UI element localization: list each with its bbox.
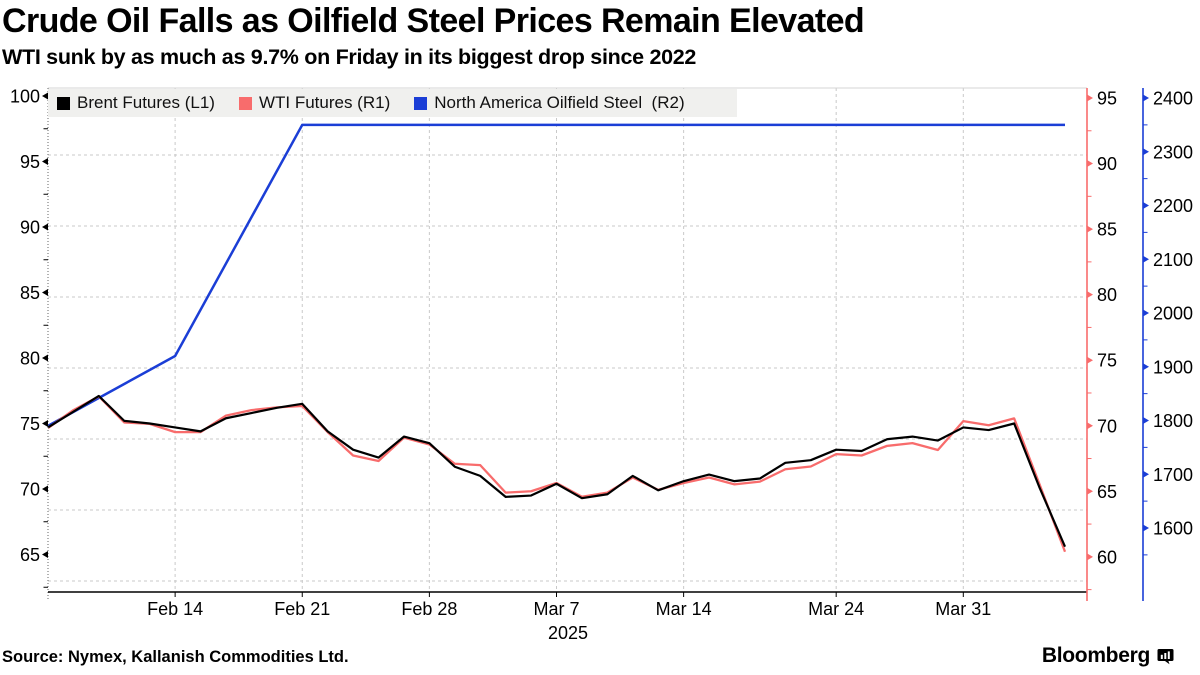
axis-tick-arrow xyxy=(42,289,48,296)
axis-tick-arrow xyxy=(1087,225,1093,233)
axis-tick-arrow xyxy=(1087,356,1093,364)
axis-tick-label: 80 xyxy=(1097,285,1117,305)
axis-tick-arrow xyxy=(1087,553,1093,561)
axis-tick-arrow xyxy=(42,551,48,558)
right-axis-2: 2400 2300 2200 2100 2000 1900 1800 1700 1600 xyxy=(1143,89,1193,556)
axis-tick-label: 65 xyxy=(1097,482,1117,502)
x-tick-label: Mar 7 xyxy=(533,599,579,619)
axis-tick-arrow xyxy=(1143,309,1149,317)
x-tick-label: Mar 31 xyxy=(935,599,991,619)
axis-tick-arrow xyxy=(42,485,48,493)
axis-tick-label: 60 xyxy=(1097,547,1117,567)
axis-tick-label: 90 xyxy=(1097,154,1117,174)
axis-tick-arrow xyxy=(1087,422,1093,430)
legend-label: North America Oilfield Steel (R2) xyxy=(434,93,685,112)
axis-tick-arrow xyxy=(1143,255,1149,263)
x-axis: Feb 14 Feb 21 Feb 28 Mar 7 Mar 14 Mar 24 Mar 3… xyxy=(147,592,991,643)
axis-tick-label: 2000 xyxy=(1153,304,1193,324)
axis-tick-arrow xyxy=(1087,94,1093,102)
axis-tick-label: 100 xyxy=(10,87,40,107)
axis-tick-label: 1800 xyxy=(1153,411,1193,431)
axis-tick-arrow xyxy=(1087,160,1093,168)
axis-tick-arrow xyxy=(1143,363,1149,371)
axis-tick-label: 85 xyxy=(20,283,40,303)
axis-tick-label: 70 xyxy=(20,480,40,500)
left-axis: 100 95 90 85 80 75 70 65 xyxy=(10,87,48,588)
axis-tick-arrow xyxy=(1143,94,1149,102)
axis-tick-label: 2300 xyxy=(1153,142,1193,162)
axis-tick-label: 2100 xyxy=(1153,250,1193,270)
axis-tick-label: 70 xyxy=(1097,416,1117,436)
x-tick-label: Mar 14 xyxy=(656,599,712,619)
axis-tick-label: 90 xyxy=(20,218,40,238)
legend-item: WTI Futures (R1) xyxy=(238,93,391,113)
brent-line xyxy=(47,394,1067,548)
axis-tick-label: 2400 xyxy=(1153,89,1193,109)
bloomberg-wordmark: Bloomberg xyxy=(1041,644,1150,667)
x-tick-label: Feb 28 xyxy=(401,599,457,619)
axis-tick-label: 85 xyxy=(1097,220,1117,240)
legend-label: Brent Futures (L1) xyxy=(77,93,215,112)
steel-line xyxy=(47,123,1065,427)
axis-tick-label: 1700 xyxy=(1153,465,1193,485)
axis-tick-label: 95 xyxy=(1097,89,1117,109)
axis-tick-label: 75 xyxy=(20,414,40,434)
x-tick-label: Mar 24 xyxy=(808,599,864,619)
chart-legend: Brent Futures (L1) WTI Futures (R1) North … xyxy=(48,89,737,117)
axis-tick-label: 1900 xyxy=(1153,357,1193,377)
axis-tick-arrow xyxy=(42,158,48,165)
gridlines xyxy=(48,87,1087,592)
steel-swatch-icon xyxy=(414,96,428,110)
axis-tick-label: 80 xyxy=(20,349,40,369)
axis-tick-arrow xyxy=(42,223,48,231)
wti-swatch-icon xyxy=(238,96,252,110)
source-attribution: Source: Nymex, Kallanish Commodities Ltd… xyxy=(2,648,349,666)
axis-tick-arrow xyxy=(42,354,48,362)
bloomberg-chart-bubble-icon xyxy=(1157,648,1174,664)
axis-tick-arrow xyxy=(1087,487,1093,495)
brent-swatch-icon xyxy=(57,96,70,110)
right-axis-1: 95 90 85 80 75 70 65 60 xyxy=(1087,89,1117,591)
x-year-label: 2025 xyxy=(548,623,588,643)
x-tick-label: Feb 21 xyxy=(274,599,330,619)
chart-title: Crude Oil Falls as Oilfield Steel Prices… xyxy=(2,2,865,40)
axis-tick-label: 75 xyxy=(1097,351,1117,371)
legend-item: North America Oilfield Steel (R2) xyxy=(414,93,685,113)
axis-tick-arrow xyxy=(42,420,48,427)
axis-tick-arrow xyxy=(1143,470,1149,478)
axis-tick-label: 1600 xyxy=(1153,519,1193,539)
axis-tick-arrow xyxy=(1143,148,1149,156)
axis-tick-arrow xyxy=(1087,291,1093,299)
axis-tick-label: 95 xyxy=(20,152,40,172)
axis-tick-arrow xyxy=(1143,524,1149,532)
axis-tick-arrow xyxy=(1143,202,1149,209)
axis-tick-arrow xyxy=(42,92,48,100)
legend-item: Brent Futures (L1) xyxy=(57,93,215,113)
bloomberg-logo: Bloomberg xyxy=(1042,644,1174,668)
axis-tick-label: 2200 xyxy=(1153,196,1193,216)
x-tick-label: Feb 14 xyxy=(147,599,203,619)
legend-label: WTI Futures (R1) xyxy=(258,93,391,112)
axis-tick-label: 65 xyxy=(20,545,40,565)
chart-subtitle: WTI sunk by as much as 9.7% on Friday in… xyxy=(2,45,697,69)
axis-tick-arrow xyxy=(1143,417,1149,424)
